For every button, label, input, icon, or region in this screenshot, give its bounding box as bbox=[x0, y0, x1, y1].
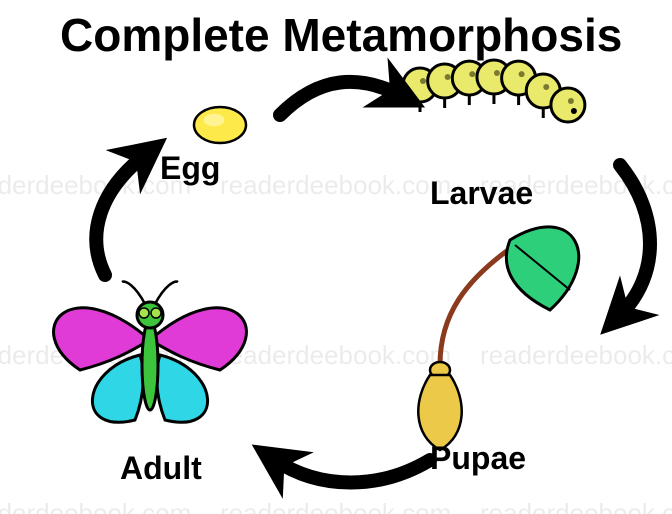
arrow-egg-to-larvae bbox=[280, 82, 400, 115]
arrow-layer bbox=[0, 0, 672, 514]
diagram-canvas: Complete Metamorphosis readerdeebook.com… bbox=[0, 0, 672, 514]
arrow-adult-to-egg bbox=[96, 155, 145, 275]
arrow-larvae-to-pupae bbox=[620, 165, 650, 315]
arrow-pupae-to-adult bbox=[275, 460, 430, 483]
arrows bbox=[96, 82, 650, 483]
